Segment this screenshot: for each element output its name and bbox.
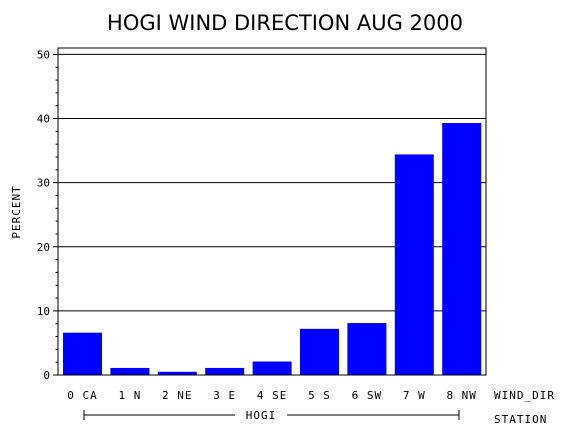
x-axis: 0 CA 1 N 2 NE 3 E 4 SE 5 S 6 SW 7 W 8 NW — [67, 389, 477, 402]
bar — [394, 154, 434, 375]
x-tick-label: 7 W — [403, 389, 426, 402]
bar — [63, 332, 102, 375]
bar — [110, 367, 150, 375]
station-name: HOGI — [246, 409, 277, 422]
x-tick-label: 2 NE — [162, 389, 193, 402]
bar — [252, 361, 292, 375]
y-tick-label: 50 — [37, 48, 50, 61]
plot-frame — [57, 47, 487, 376]
bar — [300, 328, 339, 375]
y-tick-label: 40 — [37, 113, 50, 126]
x-tick-label: 3 E — [213, 389, 236, 402]
x-tick-label: 0 CA — [67, 389, 98, 402]
y-axis-label: PERCENT — [10, 185, 23, 238]
bar — [205, 367, 245, 375]
bar — [157, 371, 197, 375]
station-group: HOGI — [83, 409, 460, 422]
chart-title: HOGI WIND DIRECTION AUG 2000 — [107, 11, 463, 35]
y-tick-label: 0 — [43, 369, 50, 382]
x-tick-label: 5 S — [308, 389, 331, 402]
x-axis-label: WIND_DIR — [494, 389, 555, 402]
y-tick-label: 10 — [37, 305, 50, 318]
y-tick-label: 20 — [37, 241, 50, 254]
y-axis: 0 10 20 30 40 50 — [37, 48, 58, 382]
y-tick-label: 30 — [37, 177, 50, 190]
bar — [442, 123, 482, 376]
x-tick-label: 6 SW — [352, 389, 383, 402]
x-tick-label: 4 SE — [257, 389, 288, 402]
bar — [347, 323, 387, 375]
x-tick-label: 1 N — [118, 389, 141, 402]
x-tick-label: 8 NW — [446, 389, 477, 402]
bars — [63, 123, 482, 376]
station-axis-label: STATION — [494, 413, 547, 426]
